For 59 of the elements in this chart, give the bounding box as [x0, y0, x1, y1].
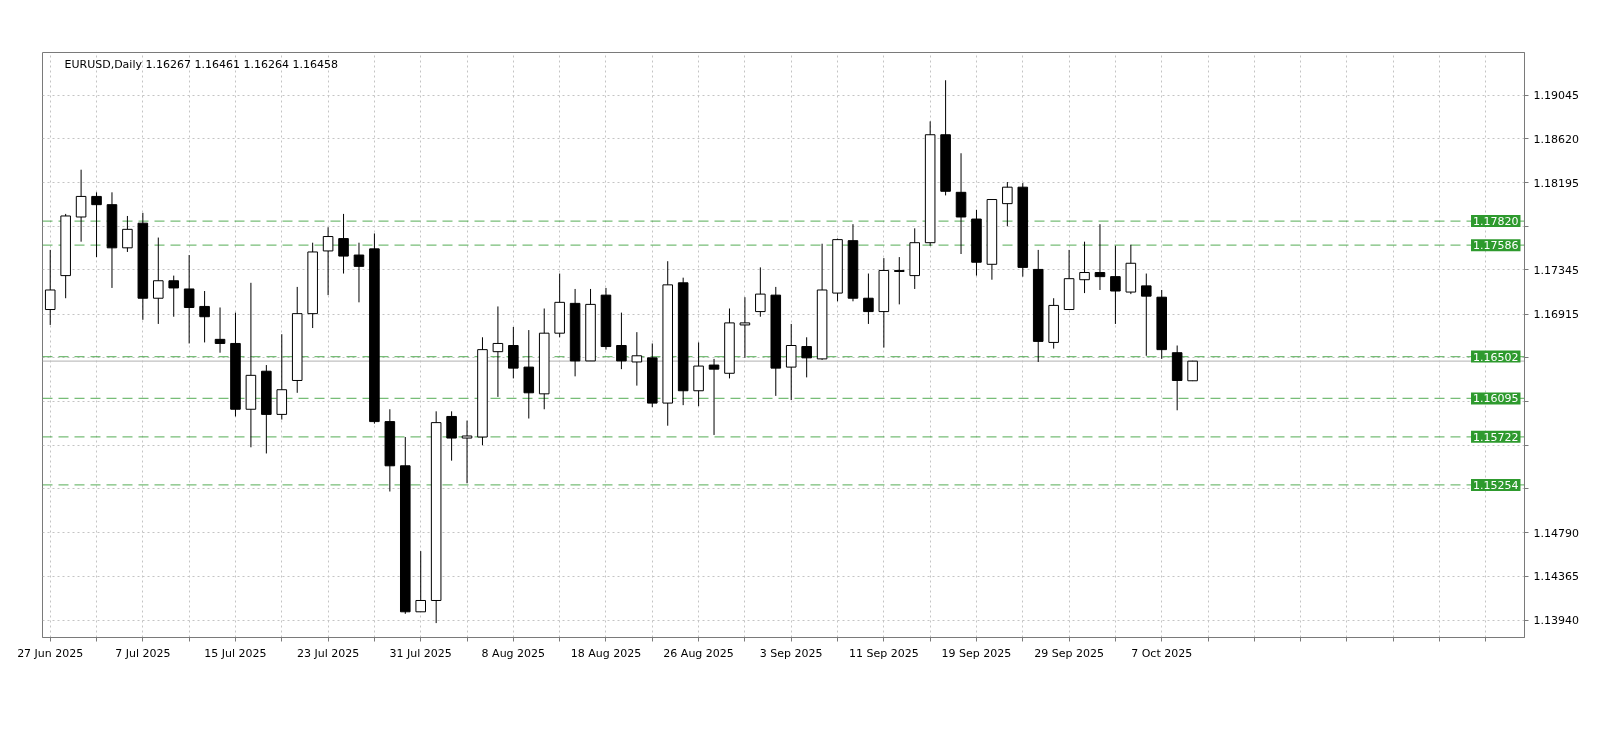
ref-line-label: 1.16095	[1473, 392, 1519, 406]
candlestick	[415, 550, 426, 613]
ref-line-label: 1.17586	[1473, 239, 1519, 253]
candlestick	[755, 266, 766, 318]
y-tick-label: 1.17345	[1533, 263, 1579, 277]
candlestick	[322, 226, 334, 296]
candlestick	[122, 215, 133, 253]
candlestick	[1110, 245, 1121, 325]
ref-line-label: 1.16502	[1473, 350, 1519, 364]
x-tick-label: 3 Sep 2025	[759, 646, 823, 660]
candlestick	[214, 306, 226, 354]
x-tick-label: 18 Aug 2025	[570, 646, 642, 660]
candlestick	[708, 358, 720, 436]
candlestick	[492, 305, 504, 398]
candlestick	[508, 326, 519, 379]
candlestick	[616, 312, 627, 370]
y-tick-label: 1.13940	[1533, 614, 1579, 628]
candlestick	[739, 296, 751, 359]
x-tick-label: 15 Jul 2025	[204, 646, 267, 660]
x-tick-label: 27 Jun 2025	[17, 646, 84, 660]
y-tick-label: 1.16915	[1533, 308, 1579, 322]
x-tick-label: 31 Jul 2025	[389, 646, 452, 660]
candlestick	[1002, 181, 1013, 227]
y-tick-label: 1.14365	[1533, 570, 1579, 584]
candlestick	[863, 273, 874, 325]
ref-line-label: 1.15722	[1473, 430, 1519, 444]
x-tick-label: 7 Oct 2025	[1131, 646, 1193, 660]
candlestick	[801, 336, 812, 378]
candlestick	[75, 169, 87, 243]
candlestick	[183, 254, 195, 344]
x-tick-label: 29 Sep 2025	[1034, 646, 1104, 660]
candlestick	[199, 290, 210, 343]
candlestick	[44, 249, 56, 326]
ref-line-label: 1.15254	[1473, 478, 1519, 492]
y-tick-label: 1.18195	[1533, 176, 1579, 190]
candlestick	[338, 213, 349, 275]
candlestick	[461, 420, 473, 484]
text: EURUSD,Daily 1.16267 1.16461 1.16264 1.16458	[64, 57, 338, 71]
candlestick	[446, 410, 457, 462]
candlestick	[353, 242, 365, 303]
y-tick-label: 1.19045	[1533, 89, 1579, 103]
x-tick-label: 11 Sep 2025	[848, 646, 919, 660]
x-tick-label: 8 Aug 2025	[481, 646, 546, 660]
x-tick-label: 26 Aug 2025	[663, 646, 734, 660]
y-tick-label: 1.18620	[1533, 132, 1579, 146]
y-tick-label: 1.14790	[1533, 526, 1579, 540]
x-tick-label: 23 Jul 2025	[296, 646, 360, 660]
candlestick	[1079, 241, 1090, 294]
candlestick	[1094, 223, 1106, 291]
candlestick	[894, 256, 905, 305]
candlestick	[1141, 273, 1152, 357]
candlestick	[168, 275, 179, 318]
candlestick	[153, 237, 164, 325]
x-tick-label: 7 Jul 2025	[115, 646, 171, 660]
x-tick-label: 19 Sep 2025	[941, 646, 1012, 660]
ref-line-label: 1.17820	[1473, 215, 1519, 229]
candlestick	[91, 191, 102, 258]
candlestick	[631, 331, 643, 387]
candlestick	[785, 323, 797, 401]
